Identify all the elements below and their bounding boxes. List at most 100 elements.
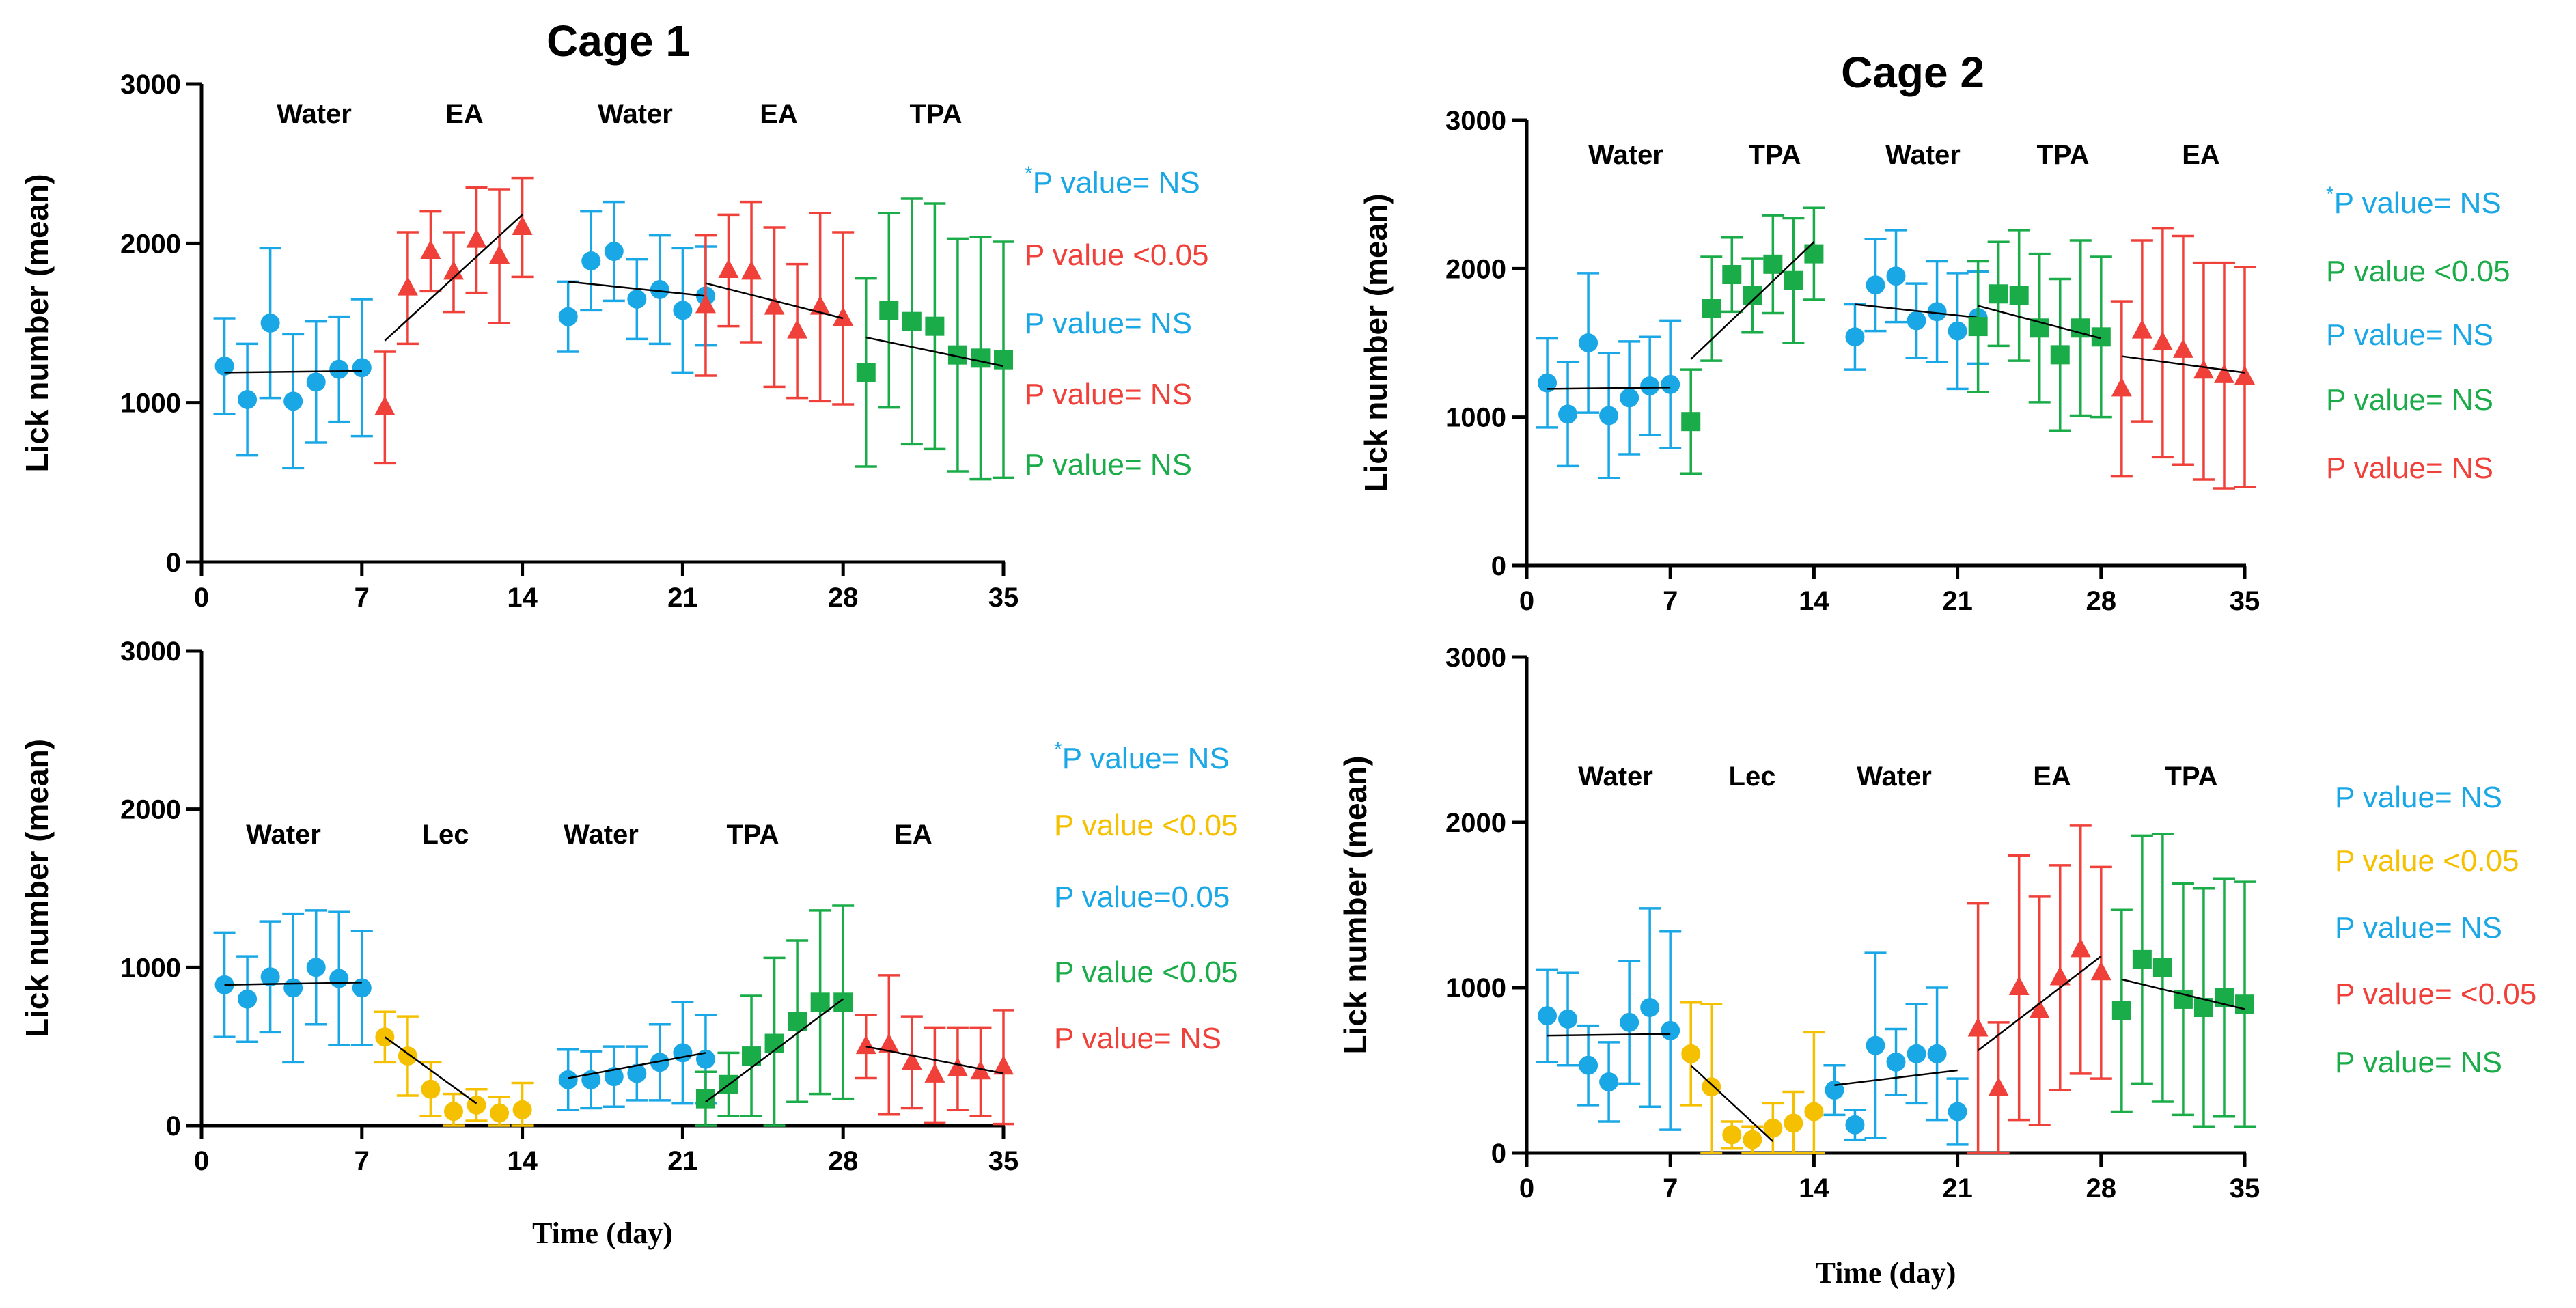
fit-line (1547, 386, 1671, 390)
data-point (1866, 275, 1885, 295)
phase-label: TPA (726, 820, 779, 850)
fit-line (1547, 1033, 1671, 1037)
p-value-annotation: P value <0.05 (2335, 844, 2519, 878)
data-point (878, 1033, 900, 1053)
fit-line (1978, 305, 2102, 339)
data-point (421, 1079, 441, 1099)
data-point (1907, 311, 1926, 331)
data-point (1579, 1055, 1598, 1075)
cage2-bottom-chart: 0 1000 2000 3000 0 7 14 21 28 35 Lick number (mean… (1338, 643, 2536, 1290)
data-point (1640, 998, 1660, 1018)
data-point (902, 311, 922, 331)
data-point (924, 1063, 945, 1083)
fit-line (1855, 303, 1978, 319)
y-tick-label: 1000 (120, 389, 181, 419)
series-water (1844, 229, 1989, 391)
data-point (283, 978, 303, 998)
data-point (2152, 331, 2173, 350)
fit-line (865, 1045, 1004, 1074)
y-tick-label: 2000 (120, 229, 181, 259)
p-value-annotation: P value <0.05 (1054, 956, 1238, 989)
series-ea (855, 974, 1014, 1126)
data-point (901, 1050, 922, 1070)
phase-label: EA (445, 99, 484, 129)
data-point (2029, 999, 2050, 1018)
data-point (1599, 406, 1619, 426)
data-point (741, 260, 762, 280)
p-value-annotation: P value= NS (1025, 448, 1192, 482)
data-point (489, 245, 510, 264)
y-axis-label: Lick number (mean) (1338, 755, 1373, 1054)
series-ea (694, 200, 855, 406)
data-point (581, 251, 601, 270)
data-point (627, 290, 647, 309)
x-tick-label: 0 (194, 1146, 209, 1176)
data-point (1743, 286, 1762, 305)
data-point (1845, 1115, 1865, 1135)
data-point (1558, 404, 1578, 424)
data-point (855, 1035, 876, 1055)
series-tpa (2110, 833, 2256, 1128)
p-value-annotation: *P value= NS (1025, 163, 1200, 199)
data-point (971, 348, 991, 368)
data-point (1784, 270, 1803, 290)
phase-label: TPA (909, 99, 962, 129)
phase-label: EA (894, 820, 932, 850)
y-tick-label: 2000 (1445, 254, 1506, 284)
data-point (1640, 376, 1660, 396)
series-lec (1680, 1001, 1825, 1154)
x-tick-label: 0 (194, 583, 209, 613)
data-point (2131, 319, 2152, 339)
data-point (260, 967, 280, 987)
data-point (947, 1057, 968, 1076)
phase-label: Water (1885, 140, 1961, 170)
x-tick-label: 21 (667, 583, 698, 613)
data-point (604, 1067, 624, 1087)
data-point (283, 391, 303, 411)
series-ea (374, 176, 534, 465)
phase-label: Water (1857, 762, 1932, 792)
data-point (1927, 302, 1947, 322)
data-point (306, 372, 326, 392)
data-point (1722, 1125, 1742, 1145)
data-point (329, 359, 349, 379)
data-point (238, 989, 258, 1009)
x-tick-label: 35 (988, 583, 1019, 613)
annotation-marker: * (2326, 183, 2334, 206)
y-tick-label: 3000 (1445, 643, 1506, 673)
y-axis-label: Lick number (mean) (19, 173, 55, 472)
data-point (2049, 966, 2071, 986)
p-value-annotation: *P value= NS (2326, 183, 2502, 220)
phase-label: EA (760, 99, 798, 129)
y-tick-label: 1000 (1445, 403, 1506, 433)
data-point (925, 316, 945, 336)
phase-label: EA (2033, 762, 2071, 792)
x-tick-label: 28 (828, 1146, 859, 1176)
phase-label: EA (2182, 140, 2220, 170)
data-point (1907, 1044, 1926, 1063)
y-tick-label: 1000 (1445, 973, 1506, 1003)
data-point (2111, 1001, 2131, 1020)
data-point (260, 314, 280, 333)
data-point (1579, 333, 1598, 352)
y-tick-label: 0 (1491, 1139, 1506, 1169)
data-point (1681, 1044, 1701, 1063)
fit-line (224, 982, 362, 986)
series-tpa (1967, 229, 2112, 432)
phase-label: TPA (2036, 140, 2089, 170)
x-axis-label: Time (day) (532, 1216, 673, 1250)
data-point (1989, 284, 2008, 304)
series-water (557, 200, 717, 374)
data-point (1845, 327, 1865, 347)
p-value-annotation: P value= NS (2326, 318, 2493, 352)
cage1-title: Cage 1 (546, 16, 690, 66)
data-point (2213, 363, 2234, 383)
x-tick-label: 7 (1663, 586, 1678, 616)
data-point (809, 295, 831, 315)
y-tick-label: 1000 (120, 953, 181, 983)
fit-line (224, 370, 362, 374)
data-point (673, 1043, 693, 1063)
cage2-title: Cage 2 (1841, 48, 1984, 97)
fit-line (705, 282, 844, 320)
